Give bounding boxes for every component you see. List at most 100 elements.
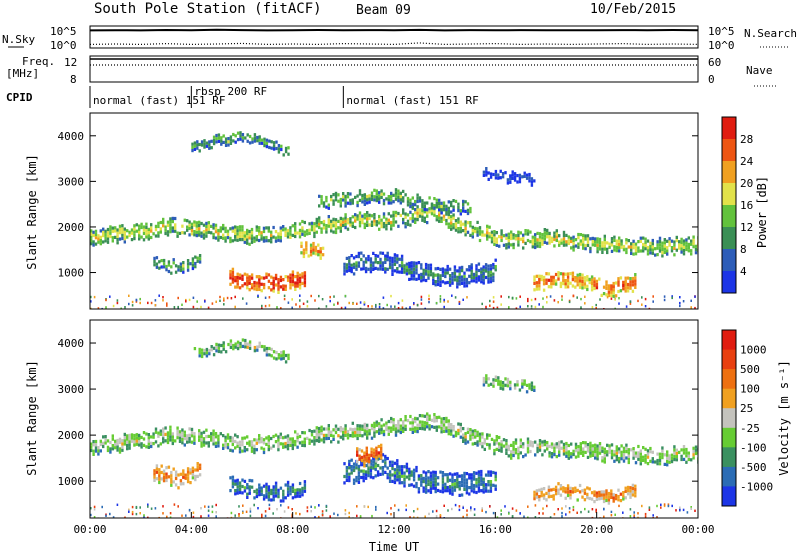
velocity-cell xyxy=(562,442,566,446)
velocity-clutter-cell xyxy=(169,516,172,518)
velocity-cell xyxy=(446,476,449,480)
power-cell xyxy=(538,232,542,236)
power-cell xyxy=(493,230,496,234)
velocity-cell xyxy=(692,453,695,457)
power-cell xyxy=(294,284,297,288)
power-cell xyxy=(400,254,404,258)
velocity-cell xyxy=(263,348,266,352)
power-cell xyxy=(440,204,443,209)
velocity-cell xyxy=(298,488,302,492)
power-cell xyxy=(554,282,558,286)
velocity-cell xyxy=(200,351,204,355)
velocity-cell xyxy=(222,341,225,345)
power-cell xyxy=(530,180,534,184)
power-cell xyxy=(423,207,426,212)
velocity-cell xyxy=(279,432,282,436)
velocity-clutter-cell xyxy=(500,513,502,516)
power-cell xyxy=(191,263,195,267)
velocity-cell xyxy=(343,474,346,479)
power-cell xyxy=(497,173,500,177)
velocity-cell xyxy=(453,472,457,476)
velocity-clutter-cell xyxy=(325,509,328,512)
velocity-cell xyxy=(617,498,620,502)
power-cell xyxy=(284,275,287,279)
velocity-cell xyxy=(179,479,183,483)
power-cell xyxy=(475,273,478,277)
velocity-cell xyxy=(569,486,572,490)
velocity-cell xyxy=(370,447,373,451)
velocity-cell xyxy=(238,450,242,454)
velocity-cell xyxy=(198,466,202,470)
power-cell xyxy=(272,225,275,230)
power-cell xyxy=(234,134,237,138)
velocity-cell xyxy=(190,427,194,431)
velocity-clutter-cell xyxy=(568,510,571,514)
velocity-cell xyxy=(270,347,273,351)
velocity-cell xyxy=(306,436,309,440)
power-cell xyxy=(438,198,441,202)
power-cell xyxy=(586,287,589,292)
velocity-cell xyxy=(445,429,448,433)
velocity-cell xyxy=(238,491,242,495)
power-cell xyxy=(440,208,443,212)
power-cell xyxy=(542,279,546,283)
power-cell xyxy=(193,223,196,227)
power-cell xyxy=(545,278,548,282)
velocity-cell xyxy=(517,449,520,453)
power-cell xyxy=(572,235,575,239)
power-cell xyxy=(248,278,251,282)
power-cell xyxy=(224,239,227,243)
velocity-clutter-cell xyxy=(188,508,191,512)
velocity-cell xyxy=(625,446,628,450)
velocity-cell xyxy=(569,496,572,500)
power-cell xyxy=(538,287,541,291)
velocity-cell xyxy=(265,436,268,440)
power-cell xyxy=(410,264,413,268)
power-cell xyxy=(642,242,645,247)
power-cell xyxy=(489,276,493,281)
power-cell xyxy=(666,252,669,256)
velocity-cell xyxy=(454,434,458,438)
velocity-cell xyxy=(189,481,192,485)
velocity-cell xyxy=(253,496,256,500)
velocity-cell xyxy=(356,433,359,437)
velocity-cell xyxy=(522,455,525,459)
power-cell xyxy=(291,224,294,228)
velocity-cell xyxy=(196,474,199,478)
power-cell xyxy=(99,238,102,243)
power-cell xyxy=(530,183,534,187)
velocity-cell xyxy=(504,383,507,387)
velocity-cell xyxy=(165,466,168,470)
power-cell xyxy=(649,244,652,249)
velocity-cell xyxy=(284,445,287,449)
power-cell xyxy=(147,227,150,231)
power-cell xyxy=(452,226,455,230)
power-cell xyxy=(448,277,452,281)
velocity-clutter-cell xyxy=(424,515,426,518)
velocity-cell xyxy=(220,343,223,348)
velocity-cell xyxy=(339,426,342,430)
velocity-cell xyxy=(440,430,443,434)
power-cell xyxy=(253,287,256,291)
power-cell xyxy=(570,246,573,250)
power-cell xyxy=(500,229,503,233)
velocity-cell xyxy=(410,470,413,474)
velocity-cell xyxy=(380,450,383,454)
power-cell xyxy=(229,282,232,286)
power-cell xyxy=(231,239,234,243)
velocity-cell xyxy=(651,457,654,461)
power-cell xyxy=(586,243,590,247)
velocity-cell xyxy=(270,492,273,496)
velocity-cell xyxy=(318,433,321,437)
velocity-cell xyxy=(403,465,406,469)
velocity-cell xyxy=(360,455,364,459)
velocity-clutter-cell xyxy=(405,504,407,507)
power-cell xyxy=(607,290,611,294)
velocity-cell xyxy=(360,469,363,473)
power-cell xyxy=(294,228,297,232)
velocity-clutter-cell xyxy=(439,514,442,517)
velocity-cell xyxy=(622,491,625,495)
power-clutter-cell xyxy=(618,302,620,305)
power-cell xyxy=(241,139,245,143)
power-cell xyxy=(420,263,423,267)
